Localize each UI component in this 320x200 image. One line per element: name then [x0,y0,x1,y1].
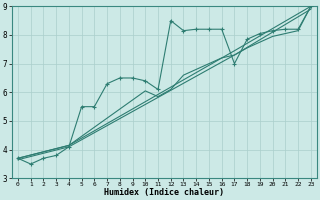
X-axis label: Humidex (Indice chaleur): Humidex (Indice chaleur) [104,188,224,197]
